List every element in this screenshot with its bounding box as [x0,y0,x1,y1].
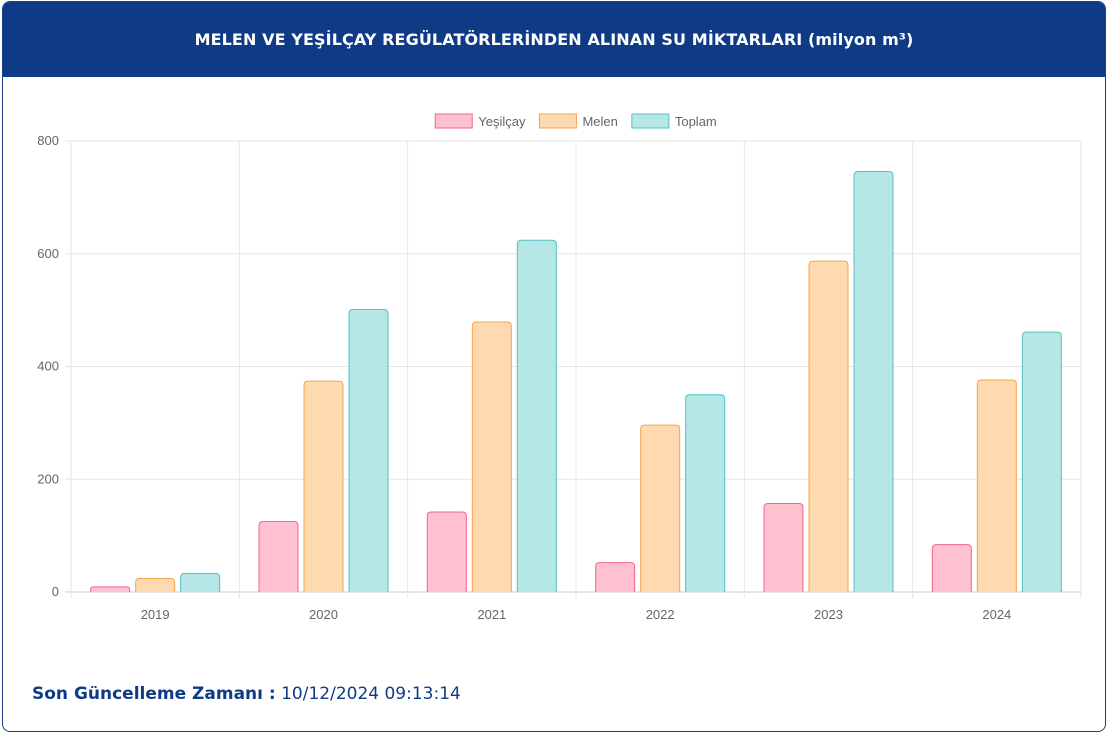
bar-toplam-2024 [1021,331,1062,592]
x-tick-label: 2024 [982,607,1011,622]
legend-swatch-toplam [631,113,670,129]
bar-yeşilçay-2021 [426,511,467,592]
bar-yeşilçay-2022 [595,562,636,592]
x-tick-label: 2022 [646,607,675,622]
bar-melen-2021 [471,321,512,592]
bar-toplam-2020 [348,309,389,592]
legend-label: Yeşilçay [478,114,526,129]
x-tick-label: 2023 [814,607,843,622]
bar-melen-2023 [808,260,849,592]
card-header: MELEN VE YEŞİLÇAY REGÜLATÖRLERİNDEN ALIN… [3,2,1105,77]
bar-toplam-2019 [180,572,221,592]
last-update-label: Son Güncelleme Zamanı : [32,684,276,704]
bar-yeşilçay-2019 [90,586,131,592]
bar-toplam-2023 [853,170,894,592]
y-tick-label: 600 [37,246,59,261]
legend-label: Melen [582,114,617,129]
bar-melen-2024 [976,379,1017,592]
bar-chart: 0 200 400 600 800 2019 2020 2021 2022 2023 2024 Yeş… [37,113,1082,622]
y-tick-label: 200 [37,471,59,486]
bar-melen-2022 [640,424,681,592]
y-tick-label: 400 [37,359,59,374]
bar-toplam-2022 [685,394,726,592]
legend-swatch-yeşilçay [434,113,473,129]
x-tick-label: 2019 [141,607,170,622]
x-tick-label: 2021 [477,607,506,622]
x-tick-label: 2020 [309,607,338,622]
y-tick-label: 800 [37,133,59,148]
last-update: Son Güncelleme Zamanı : 10/12/2024 09:13… [32,684,461,704]
bar-melen-2019 [135,577,176,592]
y-tick-label: 0 [52,584,59,599]
bar-toplam-2021 [516,239,557,592]
bar-yeşilçay-2020 [258,521,299,592]
legend-swatch-melen [538,113,577,129]
bar-melen-2020 [303,380,344,592]
last-update-value: 10/12/2024 09:13:14 [281,684,461,704]
chart-title: MELEN VE YEŞİLÇAY REGÜLATÖRLERİNDEN ALIN… [194,30,914,49]
bar-yeşilçay-2023 [763,502,804,592]
legend-label: Toplam [675,114,717,129]
bar-yeşilçay-2024 [931,544,972,592]
